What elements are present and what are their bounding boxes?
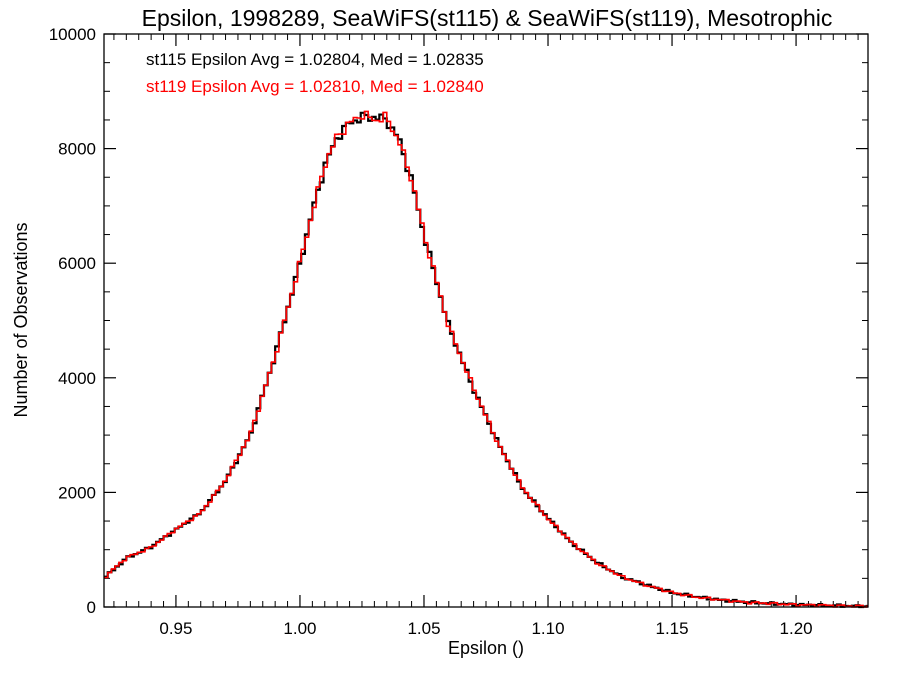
x-tick-label: 1.20 (780, 619, 813, 638)
st119-series-line (104, 110, 868, 608)
x-tick-label: 1.15 (655, 619, 688, 638)
x-tick-label: 1.05 (407, 619, 440, 638)
y-tick-label: 2000 (58, 483, 96, 502)
axis-ticks (104, 33, 868, 608)
st115-stats-annotation: st115 Epsilon Avg = 1.02804, Med = 1.028… (146, 50, 484, 69)
st119-stats-annotation: st119 Epsilon Avg = 1.02810, Med = 1.028… (146, 77, 484, 96)
y-tick-label: 6000 (58, 254, 96, 273)
x-tick-label: 1.10 (531, 619, 564, 638)
x-axis-title: Epsilon () (448, 638, 524, 658)
y-tick-label: 4000 (58, 369, 96, 388)
y-tick-label: 0 (87, 598, 96, 617)
y-axis-title: Number of Observations (11, 222, 31, 417)
st115-series-line (104, 111, 868, 609)
y-tick-labels: 0 2000 4000 6000 8000 10000 (49, 25, 96, 617)
x-tick-label: 0.95 (159, 619, 192, 638)
x-tick-label: 1.00 (283, 619, 316, 638)
y-tick-label: 10000 (49, 25, 96, 44)
chart-title: Epsilon, 1998289, SeaWiFS(st115) & SeaWi… (142, 5, 833, 31)
y-tick-label: 8000 (58, 140, 96, 159)
x-tick-labels: 0.95 1.00 1.05 1.10 1.15 1.20 (159, 619, 812, 638)
series-group (104, 110, 868, 609)
plot-frame (103, 33, 869, 608)
